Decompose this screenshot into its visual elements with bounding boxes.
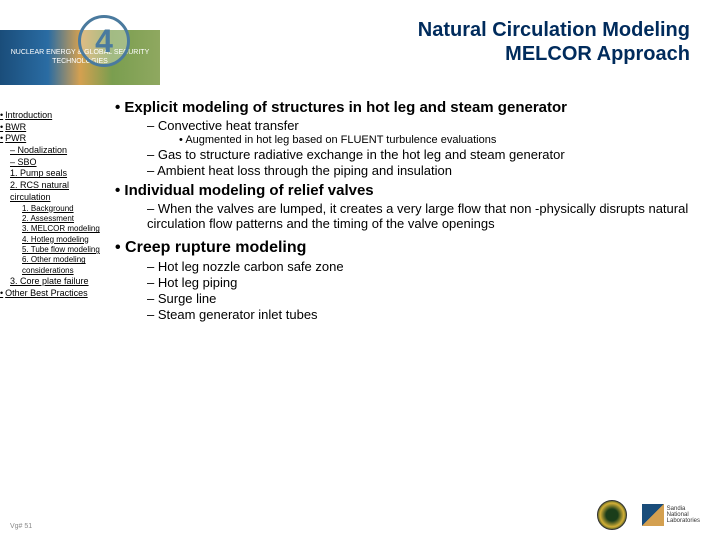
sandia-label: SandiaNationalLaboratories: [667, 506, 700, 524]
nav-assessment[interactable]: 2. Assessment: [22, 214, 110, 224]
bullet-level2: Steam generator inlet tubes: [147, 307, 695, 322]
nav-hotleg-modeling[interactable]: 4. Hotleg modeling: [22, 235, 110, 245]
nav-tube-flow-modeling[interactable]: 5. Tube flow modeling: [22, 245, 110, 255]
bullet-level2: Gas to structure radiative exchange in t…: [147, 147, 695, 162]
nav-core-plate-failure[interactable]: 3. Core plate failure: [10, 276, 110, 288]
nav-nodalization[interactable]: Nodalization: [10, 145, 110, 157]
sandia-thunderbird-icon: [642, 504, 664, 526]
nav-introduction[interactable]: Introduction: [0, 110, 110, 122]
nav-sbo[interactable]: SBO: [10, 157, 110, 169]
nav-bwr[interactable]: BWR: [0, 122, 110, 134]
bullet-level1: Explicit modeling of structures in hot l…: [115, 99, 695, 116]
footer-logos: SandiaNationalLaboratories: [597, 500, 700, 530]
nav-other-modeling[interactable]: 6. Other modeling considerations: [22, 255, 110, 276]
sidebar-nav: Introduction BWR PWR Nodalization SBO 1.…: [0, 110, 110, 300]
nav-rcs-natural-circulation[interactable]: 2. RCS natural circulation: [10, 180, 110, 203]
bullet-level3: Augmented in hot leg based on FLUENT tur…: [179, 134, 695, 146]
bullet-level2: Ambient heat loss through the piping and…: [147, 163, 695, 178]
nav-melcor-modeling[interactable]: 3. MELCOR modeling: [22, 224, 110, 234]
page-number: Vg# 51: [10, 523, 32, 530]
bullet-level2: When the valves are lumped, it creates a…: [147, 201, 695, 231]
bullet-level2: Surge line: [147, 291, 695, 306]
nav-other-best-practices[interactable]: Other Best Practices: [0, 288, 110, 300]
bullet-level1: Creep rupture modeling: [115, 239, 695, 257]
bullet-level1: Individual modeling of relief valves: [115, 182, 695, 199]
doe-seal-icon: [597, 500, 627, 530]
nav-pwr[interactable]: PWR: [0, 133, 110, 145]
slide-title: Natural Circulation Modeling MELCOR Appr…: [418, 18, 690, 66]
bullet-level2: Hot leg nozzle carbon safe zone: [147, 259, 695, 274]
bullet-level2: Convective heat transfer: [147, 118, 695, 133]
sandia-logo: SandiaNationalLaboratories: [642, 504, 700, 526]
nav-pump-seals[interactable]: 1. Pump seals: [10, 168, 110, 180]
section-number-circle: 4: [78, 15, 130, 67]
nav-background[interactable]: 1. Background: [22, 204, 110, 214]
bullet-level2: Hot leg piping: [147, 275, 695, 290]
content-body: Explicit modeling of structures in hot l…: [115, 95, 695, 323]
